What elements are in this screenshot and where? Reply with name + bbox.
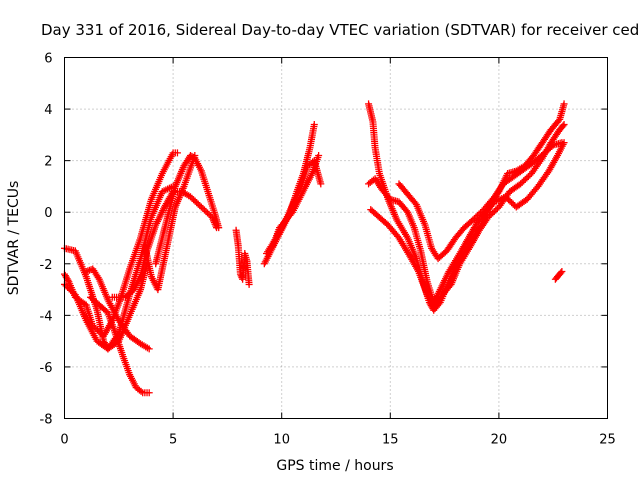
data-point xyxy=(145,389,153,397)
data-point xyxy=(173,149,181,157)
y-tick-label: 6 xyxy=(44,52,52,67)
y-tick-label: 2 xyxy=(44,155,52,170)
series-arc17 xyxy=(551,268,566,283)
x-tick-label: 0 xyxy=(60,433,68,448)
series-arc12 xyxy=(269,151,323,250)
data-point xyxy=(560,121,568,129)
x-tick-label: 5 xyxy=(169,433,177,448)
y-tick-label: 4 xyxy=(44,103,52,118)
data-point xyxy=(559,122,567,130)
series-arc5 xyxy=(87,293,153,397)
axis-ticks: 0 5 10 15 20 25 -8 -6 -4 -2 0 2 4 6 xyxy=(40,52,616,448)
series-arc7 xyxy=(152,151,223,268)
series-arc9 xyxy=(232,226,253,288)
data-point xyxy=(315,151,323,159)
data-point xyxy=(558,139,566,147)
series-arc3 xyxy=(61,182,177,353)
data-point xyxy=(310,121,318,129)
grid-lines xyxy=(64,57,608,419)
plot-frame xyxy=(64,57,608,419)
y-tick-label: -4 xyxy=(40,309,53,324)
x-tick-label: 25 xyxy=(599,433,616,448)
data-points xyxy=(61,100,568,397)
data-point xyxy=(64,276,72,284)
series-arc13 xyxy=(365,100,568,314)
data-point xyxy=(557,269,565,277)
data-point xyxy=(558,268,566,276)
y-tick-label: -8 xyxy=(40,413,53,428)
y-tick-label: 0 xyxy=(44,206,52,221)
y-axis-label: SDTVAR / TECUs xyxy=(6,181,22,296)
data-point xyxy=(145,345,153,353)
x-tick-label: 20 xyxy=(491,433,508,448)
y-tick-label: -2 xyxy=(40,258,53,273)
data-point xyxy=(317,180,325,188)
data-point xyxy=(215,224,223,232)
series-arc8 xyxy=(141,151,199,294)
data-point xyxy=(560,100,568,108)
y-tick-label: -6 xyxy=(40,361,53,376)
data-point xyxy=(191,151,199,159)
chart-title: Day 331 of 2016, Sidereal Day-to-day VTE… xyxy=(41,21,640,39)
data-point xyxy=(245,280,253,288)
x-tick-label: 10 xyxy=(273,433,290,448)
series-arc4 xyxy=(82,265,153,353)
x-axis-label: GPS time / hours xyxy=(276,458,393,474)
series-arc16 xyxy=(395,139,566,263)
data-point xyxy=(137,387,145,395)
x-tick-label: 15 xyxy=(382,433,399,448)
series-arc15 xyxy=(367,121,568,312)
